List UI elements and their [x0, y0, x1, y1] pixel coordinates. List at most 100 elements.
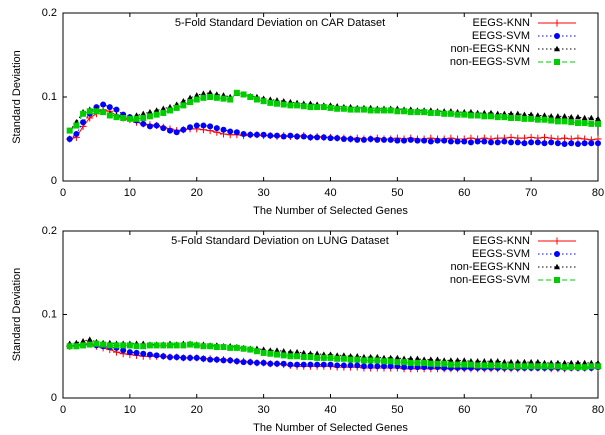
marker: [86, 336, 93, 342]
marker: [447, 110, 454, 117]
marker: [66, 136, 73, 142]
y-axis-label: Standard Deviation: [11, 268, 23, 362]
marker: [167, 342, 173, 349]
marker: [508, 115, 515, 121]
marker: [146, 342, 153, 349]
legend-label: EEGS-SVM: [472, 248, 530, 260]
marker: [461, 357, 468, 363]
marker: [334, 362, 341, 369]
marker: [514, 115, 521, 121]
marker: [106, 342, 113, 349]
marker: [187, 99, 194, 106]
marker: [140, 350, 147, 357]
marker: [521, 358, 528, 365]
marker: [294, 102, 301, 109]
marker: [421, 137, 428, 144]
marker: [113, 342, 120, 349]
marker: [374, 357, 381, 364]
marker: [314, 361, 321, 368]
marker: [387, 107, 394, 114]
marker: [595, 120, 601, 127]
x-tick-label: 80: [592, 404, 604, 416]
legend-marker: [553, 237, 561, 245]
marker: [207, 123, 214, 130]
marker: [467, 361, 474, 368]
marker: [427, 360, 434, 367]
marker: [554, 118, 561, 125]
marker: [227, 357, 234, 364]
x-tick-label: 70: [525, 187, 537, 199]
marker: [381, 107, 387, 114]
marker: [407, 109, 414, 116]
series: [66, 89, 601, 134]
marker: [541, 112, 548, 118]
marker: [588, 120, 595, 127]
marker: [548, 139, 555, 146]
marker: [588, 114, 595, 121]
marker: [213, 125, 220, 132]
marker: [347, 362, 354, 369]
marker: [481, 138, 488, 145]
marker: [300, 349, 307, 356]
marker: [200, 122, 207, 129]
marker: [267, 360, 274, 367]
marker: [153, 122, 160, 129]
marker: [568, 359, 575, 366]
marker: [66, 343, 73, 350]
y-tick-label: 0.2: [42, 7, 57, 19]
legend-label: EEGS-SVM: [472, 30, 530, 42]
marker: [441, 360, 448, 367]
marker: [340, 105, 347, 112]
marker: [287, 361, 294, 368]
marker: [427, 138, 434, 145]
marker: [247, 346, 254, 353]
marker: [260, 98, 267, 105]
marker: [514, 110, 521, 116]
marker: [595, 115, 601, 122]
marker: [113, 106, 120, 113]
marker: [494, 358, 501, 364]
marker: [274, 132, 280, 139]
marker: [528, 363, 535, 370]
marker: [173, 104, 180, 111]
marker: [80, 119, 87, 126]
marker: [541, 363, 548, 370]
marker: [80, 338, 87, 344]
marker: [360, 136, 367, 143]
legend-marker: [554, 251, 560, 257]
marker: [561, 359, 568, 366]
marker: [180, 98, 187, 104]
marker: [160, 125, 167, 132]
marker: [193, 92, 200, 98]
marker: [534, 358, 541, 365]
marker: [334, 135, 341, 142]
marker: [287, 132, 294, 139]
marker: [595, 363, 601, 370]
marker: [300, 354, 307, 361]
marker: [180, 102, 187, 109]
y-tick-label: 0: [51, 175, 57, 187]
marker: [407, 355, 414, 361]
x-tick-label: 0: [60, 404, 66, 416]
marker: [294, 348, 301, 355]
series: [66, 340, 601, 371]
marker: [193, 342, 200, 349]
marker: [140, 120, 147, 127]
marker: [227, 96, 234, 103]
marker: [508, 110, 515, 116]
marker: [367, 363, 374, 370]
marker: [146, 123, 153, 130]
y-tick-label: 0.1: [42, 308, 57, 320]
marker: [227, 344, 234, 351]
marker: [414, 137, 421, 144]
marker: [253, 96, 260, 103]
marker: [548, 363, 555, 370]
marker: [514, 358, 521, 365]
marker: [100, 341, 107, 348]
marker: [73, 130, 80, 137]
marker: [314, 104, 321, 111]
marker: [541, 116, 548, 123]
marker: [133, 115, 140, 122]
marker: [120, 342, 127, 349]
x-tick-label: 30: [258, 187, 270, 199]
